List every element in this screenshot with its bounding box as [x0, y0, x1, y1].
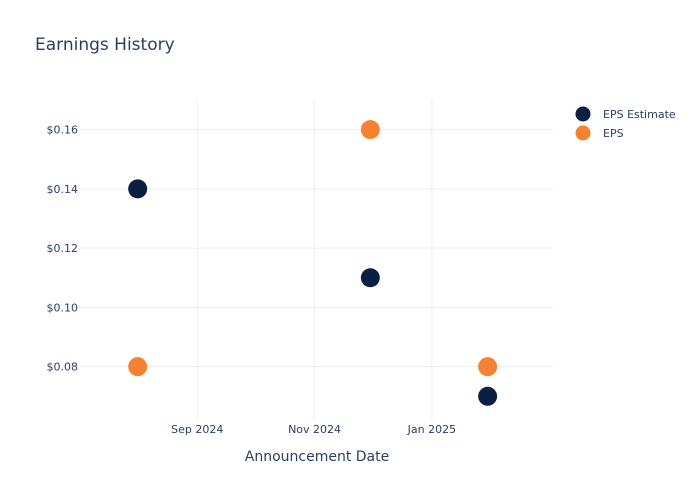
- legend-marker: [575, 106, 591, 122]
- data-point[interactable]: [128, 179, 148, 199]
- y-tick-label: $0.14: [47, 183, 79, 196]
- series-eps: [128, 120, 498, 377]
- x-tick-label: Nov 2024: [288, 423, 341, 436]
- legend-item[interactable]: EPS Estimate: [575, 106, 676, 122]
- x-tick-label: Jan 2025: [407, 423, 456, 436]
- chart-title: Earnings History: [35, 35, 175, 55]
- data-point[interactable]: [478, 386, 498, 406]
- series-eps-estimate: [128, 179, 498, 406]
- y-tick-label: $0.10: [47, 301, 79, 314]
- data-point[interactable]: [360, 120, 380, 140]
- data-points: [128, 120, 498, 406]
- legend-item[interactable]: EPS: [575, 125, 624, 141]
- x-axis-title: Announcement Date: [245, 449, 389, 465]
- data-point[interactable]: [478, 357, 498, 377]
- legend-label: EPS: [603, 127, 624, 140]
- y-tick-label: $0.12: [47, 242, 79, 255]
- legend[interactable]: EPS Estimate EPS: [575, 106, 676, 141]
- grid: [80, 100, 553, 420]
- legend-marker: [575, 125, 591, 141]
- legend-label: EPS Estimate: [603, 108, 676, 121]
- data-point[interactable]: [360, 268, 380, 288]
- x-axis-ticks: Sep 2024 Nov 2024 Jan 2025: [171, 423, 456, 436]
- y-tick-label: $0.16: [47, 124, 79, 137]
- x-tick-label: Sep 2024: [171, 423, 223, 436]
- y-axis-ticks: $0.08 $0.10 $0.12 $0.14 $0.16: [47, 124, 79, 374]
- y-tick-label: $0.08: [47, 361, 79, 374]
- data-point[interactable]: [128, 357, 148, 377]
